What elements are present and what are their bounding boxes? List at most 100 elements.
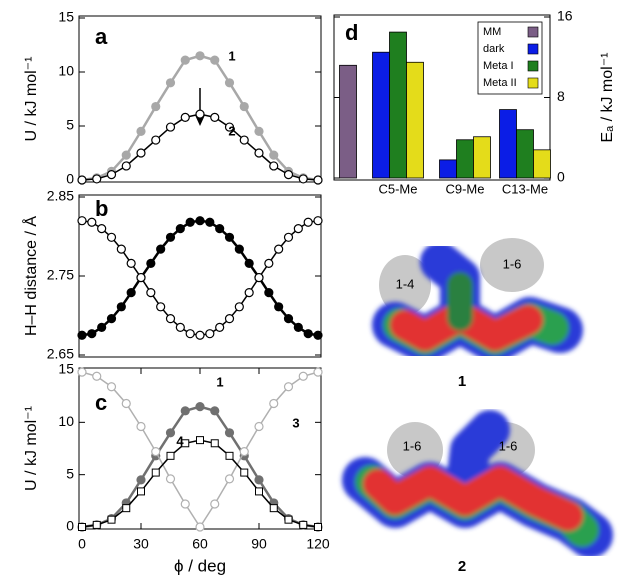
data-point — [283, 314, 294, 324]
data-point — [136, 475, 146, 485]
legend-swatch — [527, 77, 539, 89]
data-point — [106, 382, 117, 392]
data-point — [234, 302, 244, 312]
data-point — [244, 258, 254, 268]
data-point — [210, 55, 220, 65]
data-point — [151, 447, 161, 457]
series-line — [81, 219, 319, 337]
data-point — [165, 78, 176, 88]
data-point — [224, 428, 235, 438]
y-tick-label: 0 — [66, 518, 74, 534]
data-point — [165, 474, 176, 484]
series-line — [81, 405, 319, 529]
data-point — [239, 101, 249, 112]
data-point — [180, 499, 190, 509]
data-point — [210, 439, 219, 448]
arrow — [195, 88, 205, 126]
bar — [389, 31, 407, 179]
data-point — [180, 406, 190, 416]
y-tick-label: 15 — [58, 9, 74, 25]
bar — [473, 136, 491, 179]
y-axis-label: H–H distance / Å — [21, 216, 40, 336]
data-point — [136, 148, 146, 158]
data-point — [151, 135, 161, 145]
data-point — [284, 515, 293, 524]
legend-swatch — [527, 60, 539, 72]
data-point — [210, 406, 220, 416]
data-point — [255, 487, 263, 496]
data-point — [224, 78, 235, 88]
region-label: 1-6 — [503, 256, 522, 271]
x-tick-label: 0 — [78, 536, 86, 552]
data-point — [126, 258, 136, 268]
molecule-1 — [372, 238, 583, 363]
region-label: 1-6 — [403, 438, 422, 453]
legend-label: MM — [483, 26, 501, 38]
data-point — [239, 135, 249, 145]
series-line — [81, 371, 319, 529]
panel-label: a — [95, 24, 108, 49]
data-point — [274, 244, 284, 254]
data-point — [92, 520, 101, 529]
data-point — [205, 217, 215, 227]
data-point — [195, 522, 205, 532]
data-point — [254, 475, 264, 485]
data-point — [175, 322, 185, 332]
region-label: 1-6 — [499, 438, 518, 453]
data-point — [210, 499, 220, 509]
data-point — [116, 244, 126, 254]
data-point — [181, 439, 190, 448]
data-point — [122, 504, 131, 513]
panel-label: c — [95, 390, 107, 415]
data-point — [254, 148, 264, 158]
data-point — [136, 272, 146, 283]
data-point — [92, 174, 102, 184]
data-point — [106, 170, 117, 180]
data-point — [299, 520, 308, 529]
data-point — [87, 217, 97, 227]
data-point — [180, 112, 190, 122]
data-point — [195, 51, 205, 61]
molecule-2 — [342, 410, 613, 558]
data-point — [293, 322, 303, 332]
data-point — [195, 216, 205, 226]
data-point — [165, 314, 176, 324]
data-point — [303, 329, 313, 339]
data-point — [313, 330, 323, 340]
data-point — [283, 170, 294, 180]
y-tick-label: 10 — [58, 413, 74, 429]
data-point — [77, 330, 87, 340]
data-point — [116, 302, 126, 312]
y-axis-label: U / kJ mol⁻¹ — [23, 406, 40, 491]
data-point — [77, 367, 87, 377]
data-point — [274, 302, 284, 312]
x-axis-label: ϕ / deg — [174, 556, 226, 575]
data-point — [210, 112, 220, 122]
bar — [456, 139, 474, 179]
x-tick-label: 30 — [133, 536, 149, 552]
data-point — [303, 217, 313, 227]
data-point — [298, 174, 308, 184]
data-point — [136, 421, 146, 432]
data-point — [225, 451, 234, 460]
data-point — [97, 322, 107, 332]
data-point — [87, 329, 97, 339]
data-point — [195, 402, 205, 412]
data-point — [180, 55, 190, 65]
x-tick-label: 120 — [306, 536, 330, 552]
data-point — [156, 244, 166, 254]
data-point — [196, 436, 204, 445]
data-point — [146, 287, 156, 298]
data-point — [269, 504, 278, 513]
data-point — [283, 382, 294, 392]
legend-swatch — [527, 43, 539, 55]
x-tick-label: 90 — [251, 536, 267, 552]
molecule-label: 1 — [458, 373, 466, 390]
x-tick-label: C9-Me — [445, 181, 484, 196]
data-point — [234, 244, 244, 254]
data-point — [313, 367, 323, 377]
panel-label: b — [95, 196, 108, 221]
data-point — [185, 217, 195, 227]
y-axis-label: U / kJ mol⁻¹ — [23, 57, 40, 142]
plot-frame — [78, 15, 322, 183]
